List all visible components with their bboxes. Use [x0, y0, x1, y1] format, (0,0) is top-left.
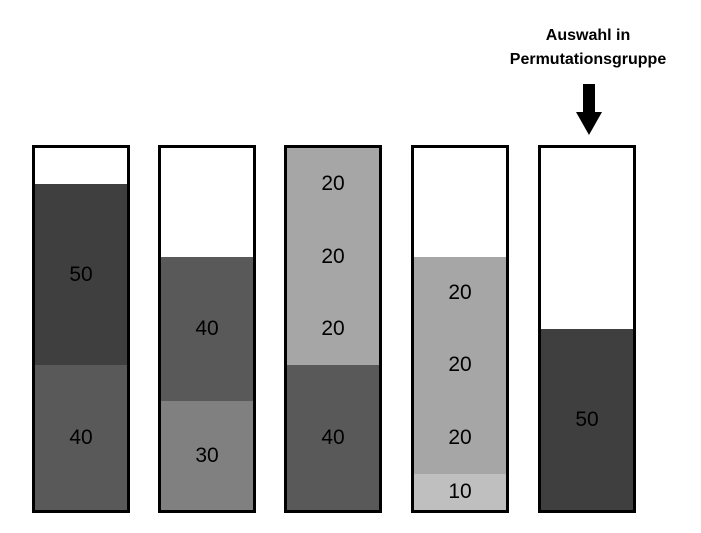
column-4-segment-2: 20	[414, 401, 506, 474]
segment-value-label: 20	[321, 317, 345, 340]
segment-value-label: 20	[321, 244, 345, 268]
column-3-segment-1: 40	[287, 365, 379, 510]
column-1-segment-2: 50	[35, 184, 127, 366]
segment-value-label: 40	[195, 317, 219, 340]
column-2-segment-2: 40	[161, 256, 253, 402]
segment-value-label: 20	[448, 280, 472, 304]
column-3: 40 20 20 20	[284, 145, 382, 513]
segment-value-label: 40	[69, 425, 93, 449]
callout-line-1: Auswahl in	[545, 27, 631, 44]
callout-line-2: Permutationsgruppe	[509, 51, 667, 68]
column-3-segment-3: 20	[287, 220, 379, 293]
column-3-segment-2: 20	[287, 292, 379, 366]
segment-value-label: 30	[195, 443, 219, 467]
segment-value-label: 20	[448, 353, 472, 377]
column-5-segment-1: 50	[541, 329, 633, 510]
segment-value-label: 40	[321, 425, 345, 449]
permutation-group-label: Auswahl in Permutationsgruppe	[497, 24, 679, 72]
column-4-segment-1: 10	[414, 473, 506, 510]
segment-value-label: 20	[321, 172, 345, 196]
segment-value-label: 20	[448, 425, 472, 449]
column-5: 50	[538, 145, 636, 513]
column-4-segment-4: 20	[414, 256, 506, 329]
column-3-segment-4: 20	[287, 148, 379, 221]
column-2-segment-1: 30	[161, 401, 253, 510]
segment-value-label: 50	[575, 407, 599, 431]
column-2: 30 40	[158, 145, 256, 513]
segment-value-label: 50	[69, 262, 93, 286]
column-4: 10 20 20 20	[411, 145, 509, 513]
column-4-segment-3: 20	[414, 329, 506, 402]
column-1: 40 50	[32, 145, 130, 513]
segment-value-label: 10	[448, 479, 472, 503]
column-1-segment-1: 40	[35, 365, 127, 510]
down-arrow-icon	[576, 84, 602, 135]
